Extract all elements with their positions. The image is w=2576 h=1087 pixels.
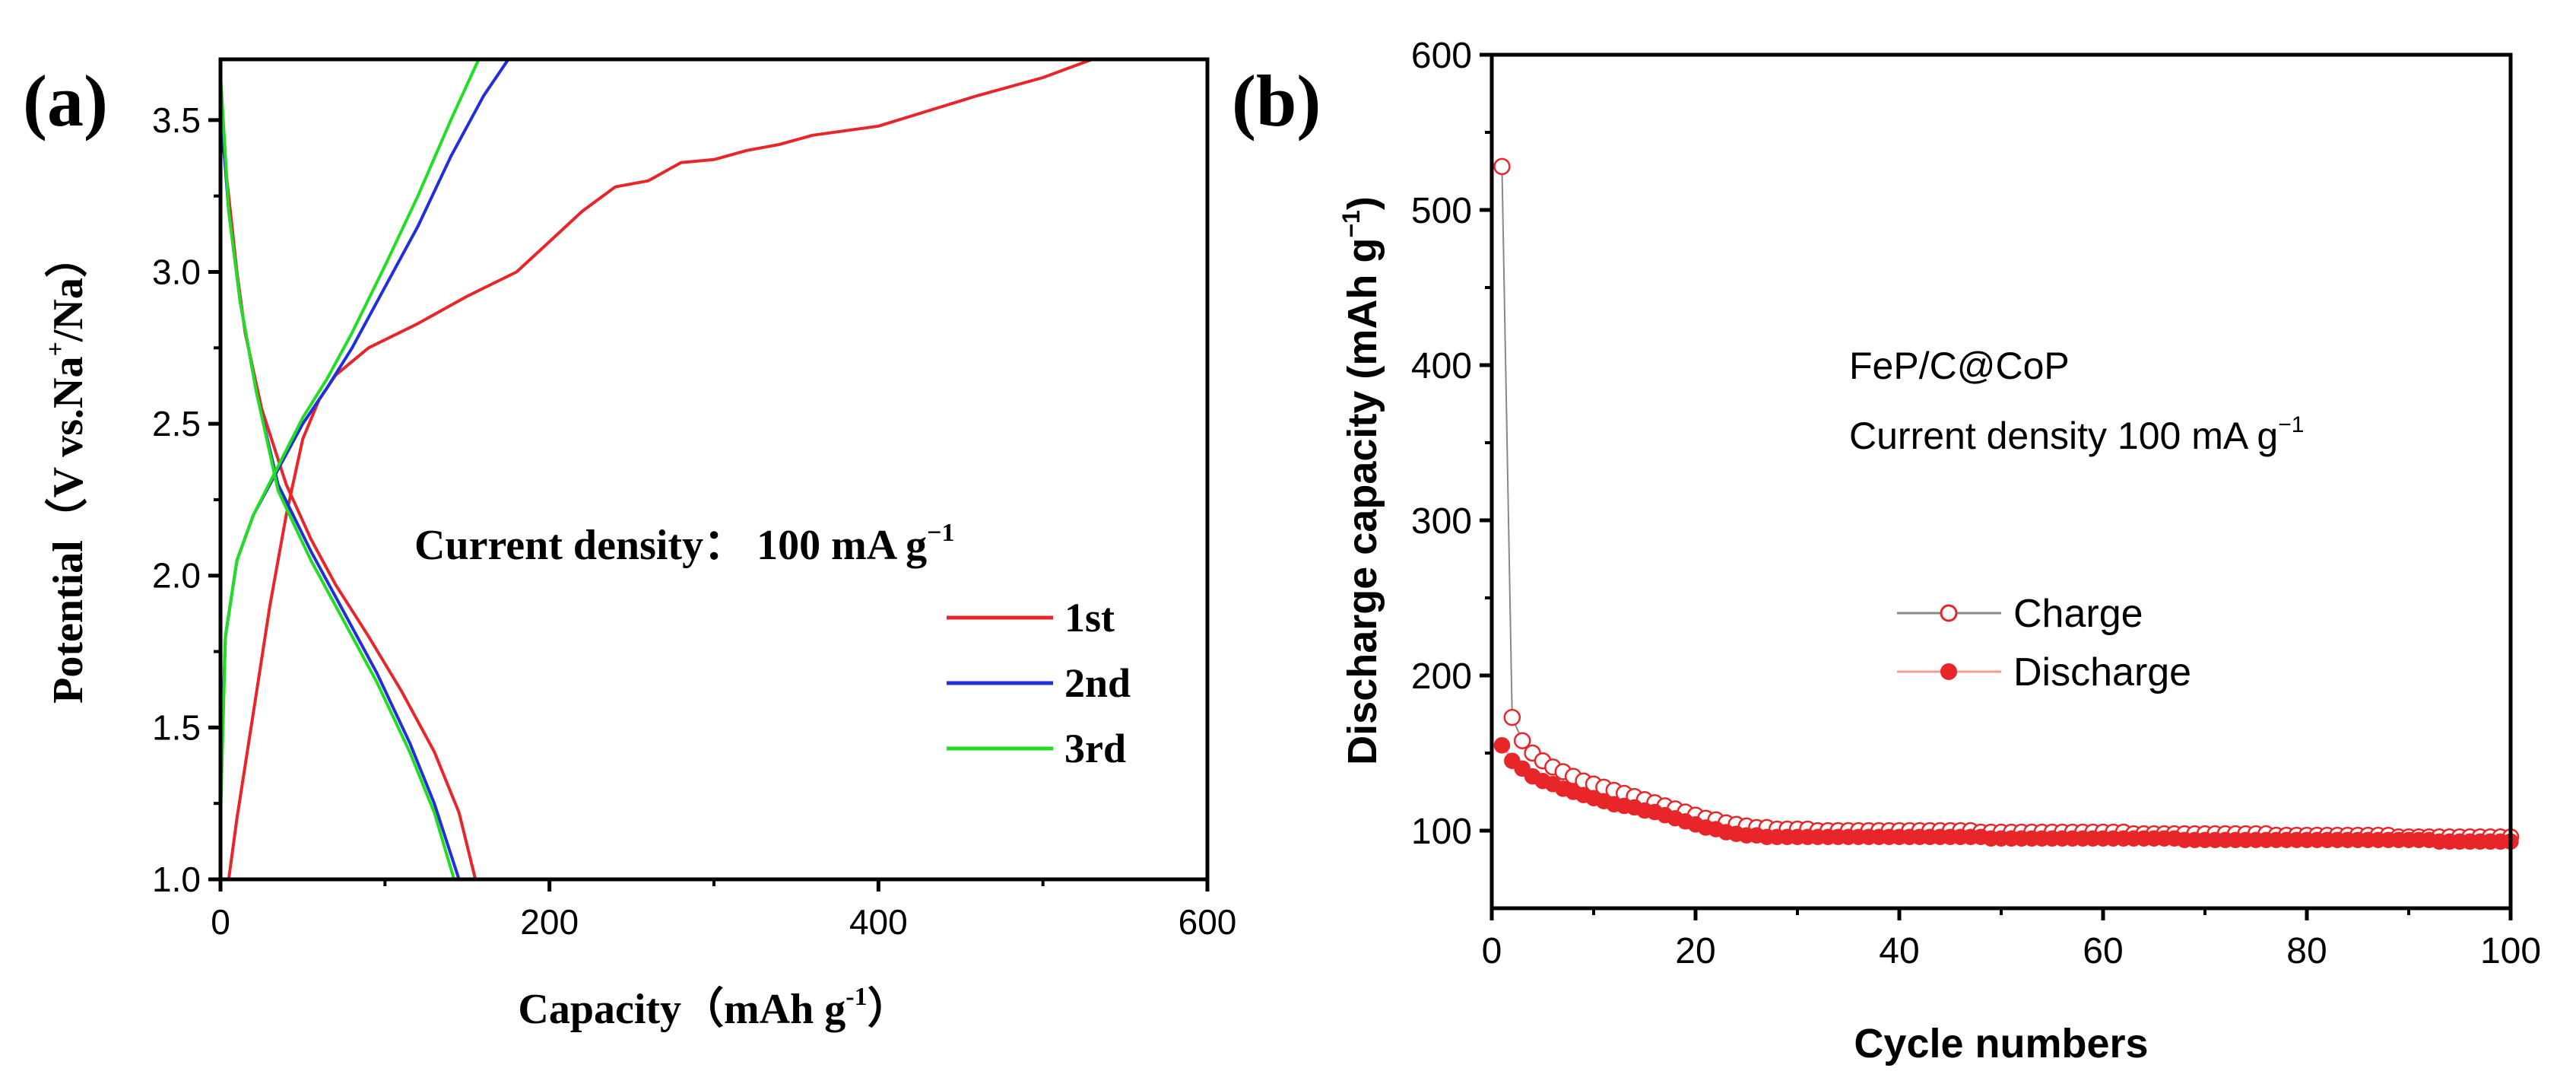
y-tick-label: 200: [1411, 656, 1472, 697]
panel-a-annotation-sup: −1: [927, 519, 954, 547]
panel-a-legend: 1st 2nd 3rd: [947, 595, 1131, 771]
panel-a-ticks: 0 200 400 600 1.0 1.5 2.0 2.5 3.0 3.5: [152, 100, 1236, 942]
panel-b-annotation-line2-sup: −1: [2278, 412, 2304, 437]
panel-b: (b) 0 20 40 60 80 100 100 200 300 400 500 600 FeP/C…: [1232, 36, 2541, 1066]
x-tick-label: 600: [1179, 902, 1237, 942]
legend-label-charge: Charge: [2013, 592, 2143, 636]
panel-a-xlabel-end: ）: [868, 985, 910, 1033]
legend-label-1st: 1st: [1064, 595, 1115, 640]
panel-b-axes-frame: [1489, 52, 2513, 911]
x-tick-label: 200: [520, 902, 579, 942]
panel-a-ylabel-main: Potential（V vs.Na: [44, 357, 92, 704]
panel-b-annotation-line2: Current density 100 mA g−1: [1849, 412, 2304, 457]
y-tick-label: 600: [1411, 36, 1472, 76]
y-tick-label: 2.5: [152, 404, 201, 443]
panel-b-ylabel-end: ): [1340, 196, 1385, 210]
y-tick-label: 500: [1411, 191, 1472, 231]
legend-label-2nd: 2nd: [1064, 660, 1131, 706]
x-tick-label: 80: [2286, 931, 2327, 971]
legend-label-3rd: 3rd: [1064, 726, 1126, 771]
panel-b-x-axis-label: Cycle numbers: [1854, 1021, 2148, 1066]
y-tick-label: 300: [1411, 501, 1472, 542]
panel-b-label: (b): [1232, 60, 1321, 141]
panel-b-annotation-line2-main: Current density 100 mA g: [1849, 415, 2278, 457]
panel-a-ylabel-end: /Na）: [44, 235, 92, 342]
panel-a-series: [219, 58, 1093, 880]
panel-a: (a) 0 200 400 600 1.0 1.5 2.0 2.5 3.0 3.5 Current…: [23, 57, 1236, 1033]
panel-b-ylabel-sup: −1: [1337, 210, 1365, 237]
y-tick-label: 1.5: [152, 707, 201, 747]
series-2nd-discharge-line: [219, 104, 461, 880]
legend-marker-charge: [1940, 604, 1958, 622]
panel-a-xlabel-main: Capacity（mAh g: [518, 985, 845, 1033]
charge-point: [1503, 708, 1521, 726]
series-3rd-discharge-line: [219, 74, 456, 880]
x-tick-label: 0: [1482, 931, 1502, 971]
y-tick-label: 3.0: [152, 252, 201, 291]
panel-a-annotation-main: Current density： 100 mA g: [414, 522, 927, 569]
x-tick-label: 0: [211, 902, 230, 942]
x-tick-label: 20: [1675, 931, 1715, 971]
x-tick-label: 40: [1879, 931, 1919, 971]
panel-a-xlabel-sup: -1: [845, 983, 867, 1011]
panel-b-ylabel-main: Discharge capacity (mAh g: [1340, 238, 1385, 765]
panel-b-series: [1493, 157, 2520, 850]
series-charge-line: [1501, 166, 2511, 838]
x-tick-label: 400: [849, 902, 908, 942]
panel-b-annotation-line1: FeP/C@CoP: [1849, 345, 2070, 387]
panel-a-y-axis-label: Potential（V vs.Na+/Na）: [42, 235, 92, 704]
y-tick-label: 1.0: [152, 860, 201, 899]
panel-b-legend: Charge Discharge: [1897, 592, 2191, 694]
y-tick-label: 3.5: [152, 100, 201, 140]
x-tick-label: 60: [2083, 931, 2123, 971]
panel-b-ticks: 0 20 40 60 80 100 100 200 300 400 500 600: [1411, 36, 2541, 971]
panel-a-axes-frame: [218, 57, 1210, 882]
panel-b-y-axis-label: Discharge capacity (mAh g−1): [1337, 196, 1385, 765]
y-tick-label: 2.0: [152, 556, 201, 596]
charge-point: [1493, 157, 1511, 176]
charge-point: [1513, 732, 1531, 749]
panel-a-label: (a): [23, 60, 108, 141]
y-tick-label: 400: [1411, 346, 1472, 386]
legend-label-discharge: Discharge: [2013, 650, 2191, 694]
discharge-point: [1493, 737, 1511, 754]
panel-a-x-axis-label: Capacity（mAh g-1）: [518, 983, 909, 1033]
x-tick-label: 100: [2480, 931, 2541, 971]
legend-marker-discharge: [1940, 663, 1957, 680]
panel-a-annotation: Current density： 100 mA g−1: [414, 519, 954, 569]
series-1st-discharge-line: [219, 119, 477, 880]
series-3rd-charge-line: [219, 59, 481, 819]
panel-a-ylabel-sup: +: [42, 342, 70, 356]
y-tick-label: 100: [1411, 812, 1472, 852]
series-1st-charge-line: [227, 58, 1093, 880]
